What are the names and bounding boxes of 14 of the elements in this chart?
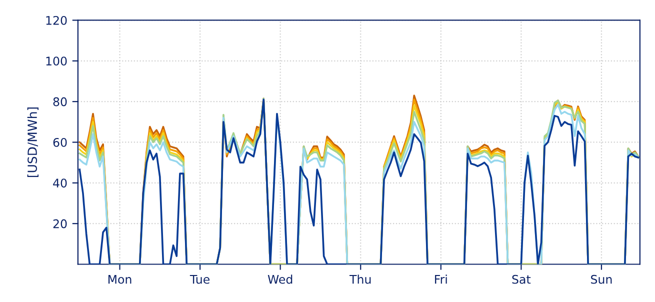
x-tick-label: Tue xyxy=(190,275,210,284)
x-tick-label: Sat xyxy=(512,274,531,284)
x-tick-label: Mon xyxy=(108,275,132,284)
y-tick-label: 60 xyxy=(53,138,67,147)
x-tick-label: Sun xyxy=(591,274,612,284)
y-tick-label: 20 xyxy=(53,219,67,228)
y-tick-label: 100 xyxy=(46,56,67,66)
y-tick-label: 80 xyxy=(53,97,67,106)
y-tick-label: 40 xyxy=(53,178,67,188)
x-tick-label: Thu xyxy=(349,274,371,284)
x-tick-label: Wed xyxy=(268,274,292,284)
y-axis-title: [USD/MWh] xyxy=(27,107,38,178)
x-tick-label: Fri xyxy=(435,274,447,284)
y-tick-label: 120 xyxy=(46,16,67,25)
